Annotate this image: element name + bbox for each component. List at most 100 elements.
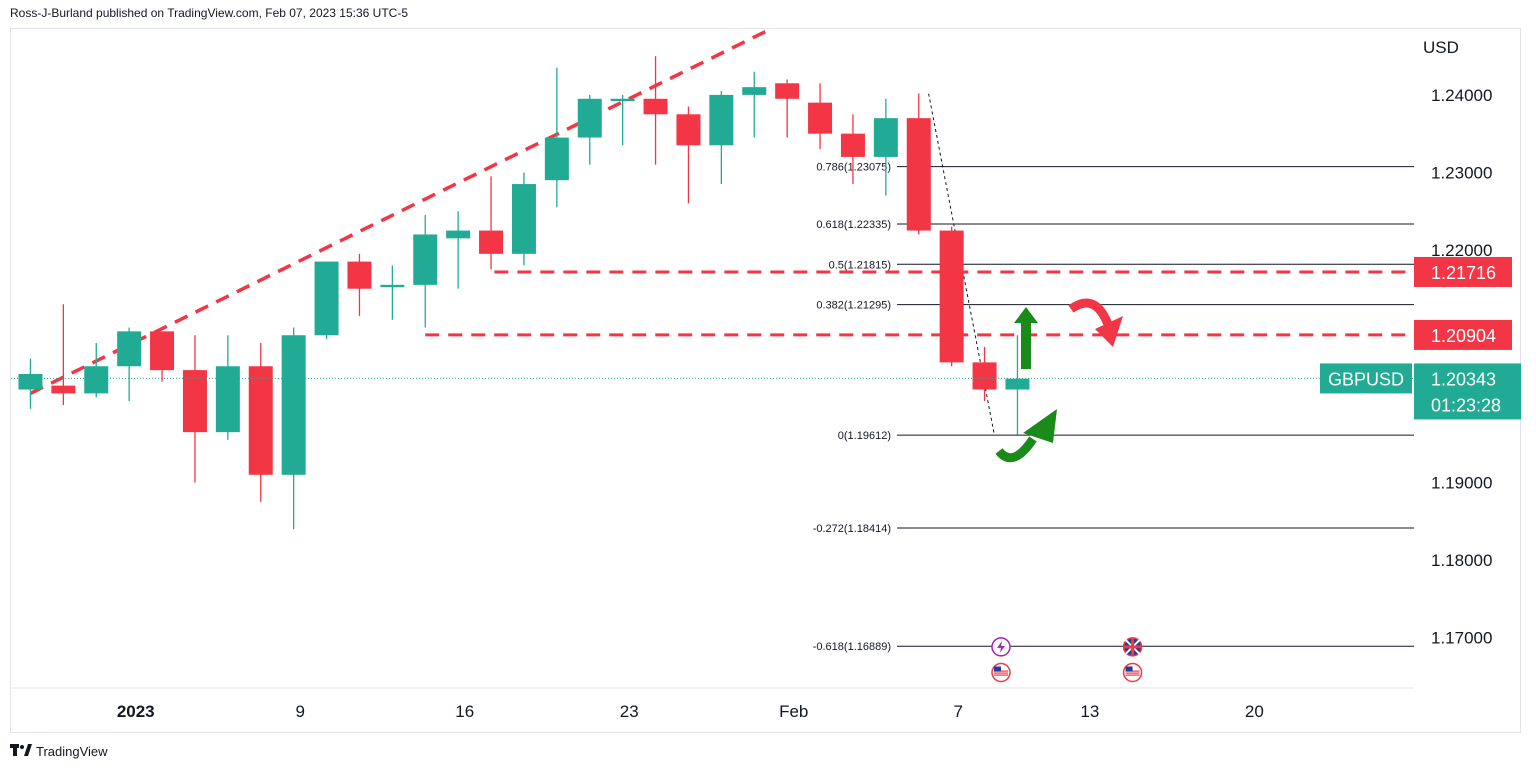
- candle-body: [544, 137, 569, 181]
- candle-body: [709, 94, 734, 146]
- y-axis-tick-label: 1.22000: [1431, 241, 1492, 260]
- level-price-badge: 1.21716: [1414, 256, 1512, 287]
- candle: [906, 93, 931, 235]
- fib-level-label: 0.5(1.21815): [829, 259, 891, 271]
- candle: [18, 358, 43, 409]
- tradingview-brand: TradingView: [36, 744, 108, 759]
- us-flag-canton: [1125, 666, 1133, 672]
- candle-body: [281, 335, 306, 475]
- candle: [347, 253, 372, 316]
- candle: [248, 342, 273, 502]
- y-axis-currency-label: USD: [1423, 38, 1459, 57]
- candle-body: [808, 102, 833, 134]
- x-axis-tick-label: 9: [295, 702, 304, 721]
- us-flag-stripe: [994, 672, 1008, 674]
- us-flag-stripe: [1125, 672, 1140, 674]
- uk-flag-vbar: [1131, 637, 1135, 656]
- candle-body: [906, 118, 931, 231]
- last-price-text: 1.20343: [1431, 369, 1496, 389]
- red-curved-arrow: [1068, 298, 1123, 347]
- candle-body: [577, 98, 602, 138]
- us-flag-stripe: [994, 674, 1008, 676]
- x-axis-tick-label: 2023: [117, 702, 155, 721]
- y-axis-tick-label: 1.24000: [1431, 86, 1492, 105]
- candle: [808, 83, 833, 150]
- candle-body: [1005, 378, 1030, 390]
- last-price-badge-bg: [1414, 363, 1521, 420]
- candle: [544, 67, 569, 208]
- fib-level-label: 0.382(1.21295): [816, 300, 891, 312]
- level-price-badge: 1.20904: [1414, 319, 1512, 350]
- candle: [577, 94, 602, 165]
- candle: [972, 346, 997, 402]
- level-price-badge-text: 1.21716: [1431, 263, 1496, 283]
- candle: [742, 71, 767, 138]
- candle-body: [479, 230, 504, 254]
- fib-level-label: 0.618(1.22335): [816, 219, 891, 231]
- symbol-badge: GBPUSD: [1320, 363, 1412, 394]
- fib-level-label: -0.618(1.16889): [813, 641, 891, 653]
- candlestick-chart[interactable]: 0.786(1.23075) 0.618(1.22335) 0.5(1.21815)…: [11, 29, 1522, 734]
- candle-body: [314, 261, 339, 336]
- footer: TradingView: [10, 744, 108, 759]
- candle: [182, 335, 207, 483]
- candle-body: [840, 133, 865, 157]
- x-axis-tick-label: 23: [620, 702, 639, 721]
- us-flag-canton: [994, 666, 1001, 672]
- fib-level-label: -0.272(1.18414): [813, 523, 891, 535]
- y-axis-tick-label: 1.17000: [1431, 629, 1492, 648]
- candle-body: [939, 230, 964, 363]
- candle-body: [215, 366, 240, 433]
- x-axis-tick-label: 13: [1080, 702, 1099, 721]
- lightning-glyph: [997, 640, 1005, 653]
- level-price-badge-text: 1.20904: [1431, 326, 1496, 346]
- level-price-badge-bg: [1414, 256, 1512, 287]
- symbol-badge-bg: [1320, 363, 1412, 394]
- bar-countdown-text: 01:23:28: [1431, 395, 1501, 415]
- candle-body: [380, 284, 405, 288]
- lightning-icon: [991, 637, 1011, 657]
- candle-body: [413, 234, 438, 285]
- fib-level-label: 0(1.19612): [838, 430, 891, 442]
- x-axis-tick-label: Feb: [779, 702, 808, 721]
- chart-area[interactable]: 0.786(1.23075) 0.618(1.22335) 0.5(1.21815)…: [10, 28, 1521, 733]
- candle-body: [84, 366, 109, 394]
- candle: [413, 215, 438, 328]
- candle-body: [676, 114, 701, 146]
- candle: [1005, 335, 1030, 435]
- us-flag-icon: [1122, 662, 1143, 683]
- y-axis-tick-label: 1.23000: [1431, 163, 1492, 182]
- candle: [610, 94, 635, 146]
- candle-body: [117, 331, 142, 367]
- candle: [314, 261, 339, 340]
- tradingview-logo-icon: [10, 744, 32, 759]
- x-axis-tick-label: 7: [953, 702, 962, 721]
- candle-body: [775, 83, 800, 99]
- candle: [873, 98, 898, 196]
- publisher-line: Ross-J-Burland published on TradingView.…: [10, 6, 408, 20]
- candle: [939, 226, 964, 367]
- candle: [479, 176, 504, 270]
- candle: [281, 327, 306, 530]
- candle-body: [446, 230, 471, 239]
- candle-body: [972, 362, 997, 390]
- candle: [150, 331, 175, 382]
- fib-level-label: 0.786(1.23075): [816, 162, 891, 174]
- candle: [676, 106, 701, 204]
- x-axis-tick-label: 16: [455, 702, 474, 721]
- y-axis-tick-label: 1.18000: [1431, 551, 1492, 570]
- candle: [511, 172, 536, 266]
- candle-body: [18, 374, 43, 390]
- candle-body: [150, 331, 175, 371]
- candle-body: [873, 118, 898, 157]
- candle: [775, 79, 800, 138]
- candle: [709, 91, 734, 185]
- level-price-badge-bg: [1414, 319, 1512, 350]
- x-axis-tick-label: 20: [1245, 702, 1264, 721]
- candle: [643, 56, 668, 165]
- candle: [380, 265, 405, 320]
- candle-body: [347, 261, 372, 289]
- uk-flag-icon: [1122, 637, 1143, 657]
- candle: [215, 335, 240, 440]
- last-price-badge: 1.20343 01:23:28: [1414, 363, 1521, 420]
